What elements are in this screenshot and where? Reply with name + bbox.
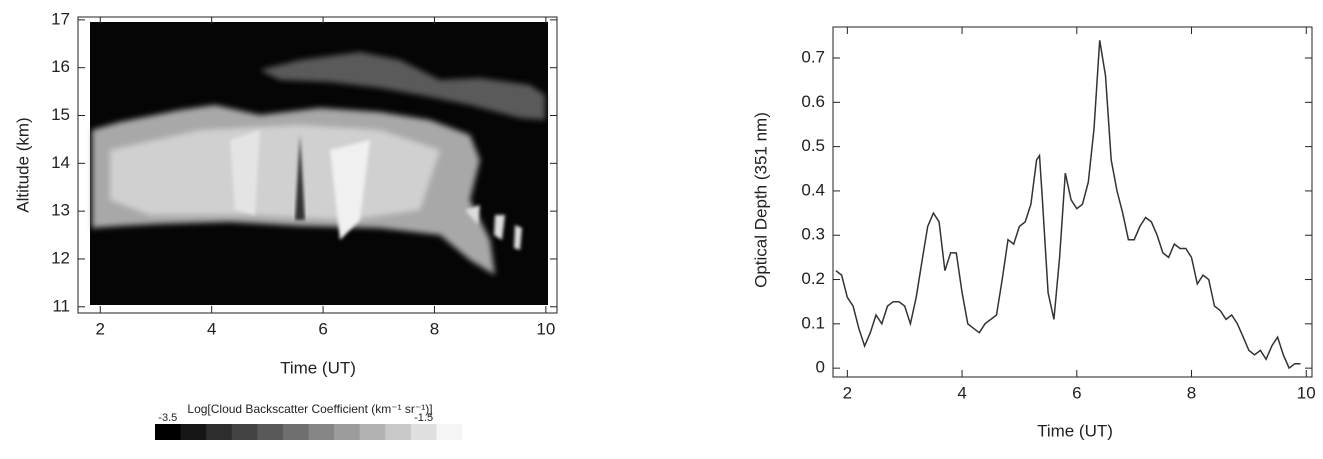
x-axis-label: Time (UT) (1037, 421, 1113, 440)
plot-frame (77, 16, 558, 314)
colorbar-swatch (180, 424, 207, 440)
y-tick-label: 15 (51, 105, 70, 124)
y-tick-label: 0.4 (801, 180, 825, 199)
x-tick-label: 10 (536, 319, 555, 338)
colorbar-tick-label: -3.5 (158, 412, 177, 424)
y-axis-label: Optical Depth (351 nm) (751, 112, 770, 288)
x-tick-label: 4 (207, 319, 216, 338)
data-line (835, 40, 1301, 370)
colorbar-label: Log[Cloud Backscatter Coefficient (km⁻¹ … (187, 402, 432, 416)
x-tick-label: 10 (1297, 383, 1316, 402)
y-tick-label: 16 (51, 57, 70, 76)
x-tick-label: 4 (957, 383, 966, 402)
cloud-image (92, 52, 545, 275)
x-tick-label: 2 (843, 383, 852, 402)
y-tick-label: 0.3 (801, 225, 825, 244)
y-tick-label: 0 (816, 358, 825, 377)
x-tick-label: 2 (96, 319, 105, 338)
colorbar-swatch (436, 424, 463, 440)
colorbar-swatch (282, 424, 309, 440)
plot-frame (832, 26, 1313, 378)
y-tick-label: 0.6 (801, 92, 825, 111)
x-tick-label: 8 (1187, 383, 1196, 402)
colorbar-swatch (206, 424, 233, 440)
y-tick-label: 0.1 (801, 313, 825, 332)
colorbar-swatch (359, 424, 386, 440)
x-tick-label: 6 (1072, 383, 1081, 402)
y-tick-label: 0.7 (801, 47, 825, 66)
y-axis-label: Altitude (km) (13, 117, 32, 212)
colorbar-swatch (334, 424, 361, 440)
y-tick-label: 11 (52, 296, 70, 315)
x-tick-label: 8 (430, 319, 439, 338)
y-tick-label: 0.2 (801, 269, 825, 288)
y-tick-label: 14 (51, 153, 70, 172)
y-tick-label: 17 (51, 9, 70, 28)
x-axis-label: Time (UT) (280, 358, 356, 377)
y-tick-label: 0.5 (801, 136, 825, 155)
colorbar-swatch (155, 424, 182, 440)
colorbar-tick-label: -1.5 (414, 412, 433, 424)
colorbar-swatch (385, 424, 412, 440)
colorbar-swatch (257, 424, 284, 440)
colorbar-swatch (308, 424, 335, 440)
y-tick-label: 13 (51, 201, 70, 220)
colorbar-swatch (410, 424, 437, 440)
x-tick-label: 6 (318, 319, 327, 338)
colorbar-swatch (231, 424, 258, 440)
y-tick-label: 12 (51, 248, 70, 267)
